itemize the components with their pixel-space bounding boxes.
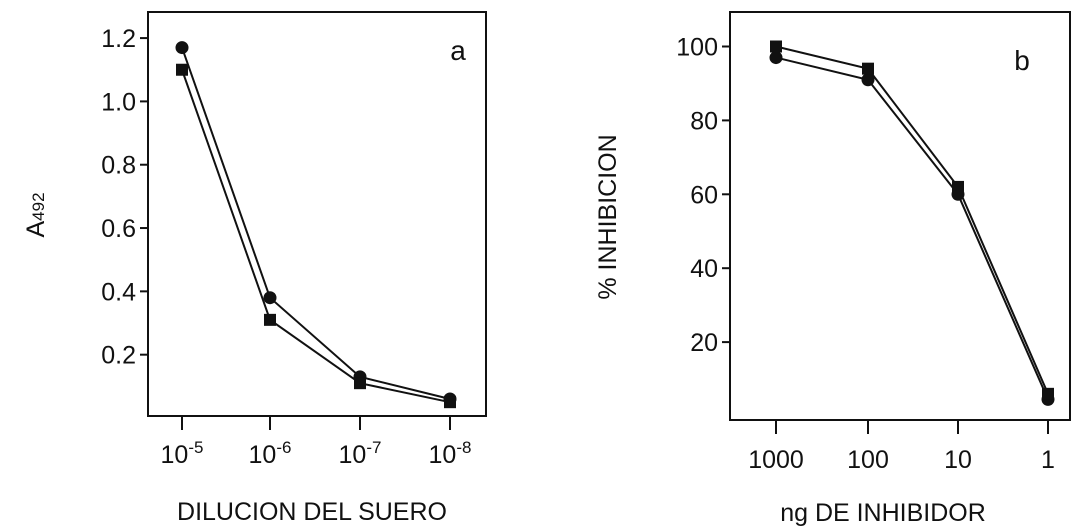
series-2-square-point <box>264 313 276 326</box>
panel-b-x-axis-title: ng DE INHIBIDOR <box>780 499 986 527</box>
y-tick-label: 0.4 <box>101 278 136 306</box>
panel-a-x-axis-title: DILUCION DEL SUERO <box>177 498 447 526</box>
panel-b-series-lines <box>775 45 1049 400</box>
y-tick-label: 60 <box>690 181 718 209</box>
x-tick-label: 1000 <box>748 446 804 474</box>
series-2-square-point <box>444 396 456 409</box>
y-tick-label: 40 <box>690 255 718 283</box>
panel-b-x-ticks: 1000 100 10 1 <box>748 420 1055 474</box>
x-tick-label: 1 <box>1041 446 1055 474</box>
series-1-circle-point <box>861 73 875 87</box>
series-2-square-point <box>176 63 188 76</box>
panel-b-frame <box>729 11 1071 421</box>
series-1-circle-line <box>775 56 1049 400</box>
y-tick-label: 20 <box>690 329 718 357</box>
y-tick-label: 1.2 <box>101 25 136 53</box>
series-2-square-point <box>952 180 964 193</box>
series-1-circle-line <box>181 47 451 400</box>
series-2-square-point <box>862 62 874 75</box>
panel-a-y-ticks: 0.2 0.4 0.6 0.8 1.0 1.2 <box>101 25 148 370</box>
series-1-circle-point <box>769 51 783 65</box>
y-tick-label: 0.2 <box>101 342 136 370</box>
panel-b-y-axis-title: % INHIBICION <box>594 134 622 299</box>
panel-b-letter: b <box>1014 45 1030 76</box>
x-tick-label: 100 <box>847 446 889 474</box>
series-2-square-point <box>354 377 366 390</box>
x-tick-label: 10-6 <box>249 438 292 469</box>
y-tick-label: 1.0 <box>101 88 136 116</box>
series-1-circle-point <box>263 291 277 305</box>
panel-a-x-ticks: 10-5 10-6 10-7 10-8 <box>161 416 472 469</box>
panel-a-frame <box>147 11 487 417</box>
series-2-square-point <box>1042 387 1054 400</box>
series-2-square-line <box>181 69 451 404</box>
panel-b-markers <box>769 40 1055 406</box>
y-tick-label: 0.8 <box>101 152 136 180</box>
x-tick-label: 10-8 <box>429 438 472 469</box>
x-tick-label: 10 <box>944 446 972 474</box>
series-2-square-point <box>770 40 782 53</box>
panel-a-markers <box>175 41 457 409</box>
series-1-circle-point <box>175 41 189 55</box>
y-tick-label: 80 <box>690 107 718 135</box>
panel-a: a A492 DILUCION DEL SUERO 0.2 0.4 0.6 0.8 1.… <box>22 11 487 526</box>
y-tick-label: 100 <box>676 34 718 62</box>
y-tick-label: 0.6 <box>101 215 136 243</box>
x-tick-label: 10-5 <box>161 438 204 469</box>
x-tick-label: 10-7 <box>339 438 382 469</box>
panel-a-y-axis-title: A492 <box>22 192 50 237</box>
panel-a-letter: a <box>450 35 466 66</box>
panel-b: b % INHIBICION ng DE INHIBIDOR 20 40 60 80 1… <box>594 11 1071 527</box>
series-2-square-line <box>775 45 1049 395</box>
panel-b-y-ticks: 20 40 60 80 100 <box>676 34 730 357</box>
panel-a-series-lines <box>181 47 451 404</box>
